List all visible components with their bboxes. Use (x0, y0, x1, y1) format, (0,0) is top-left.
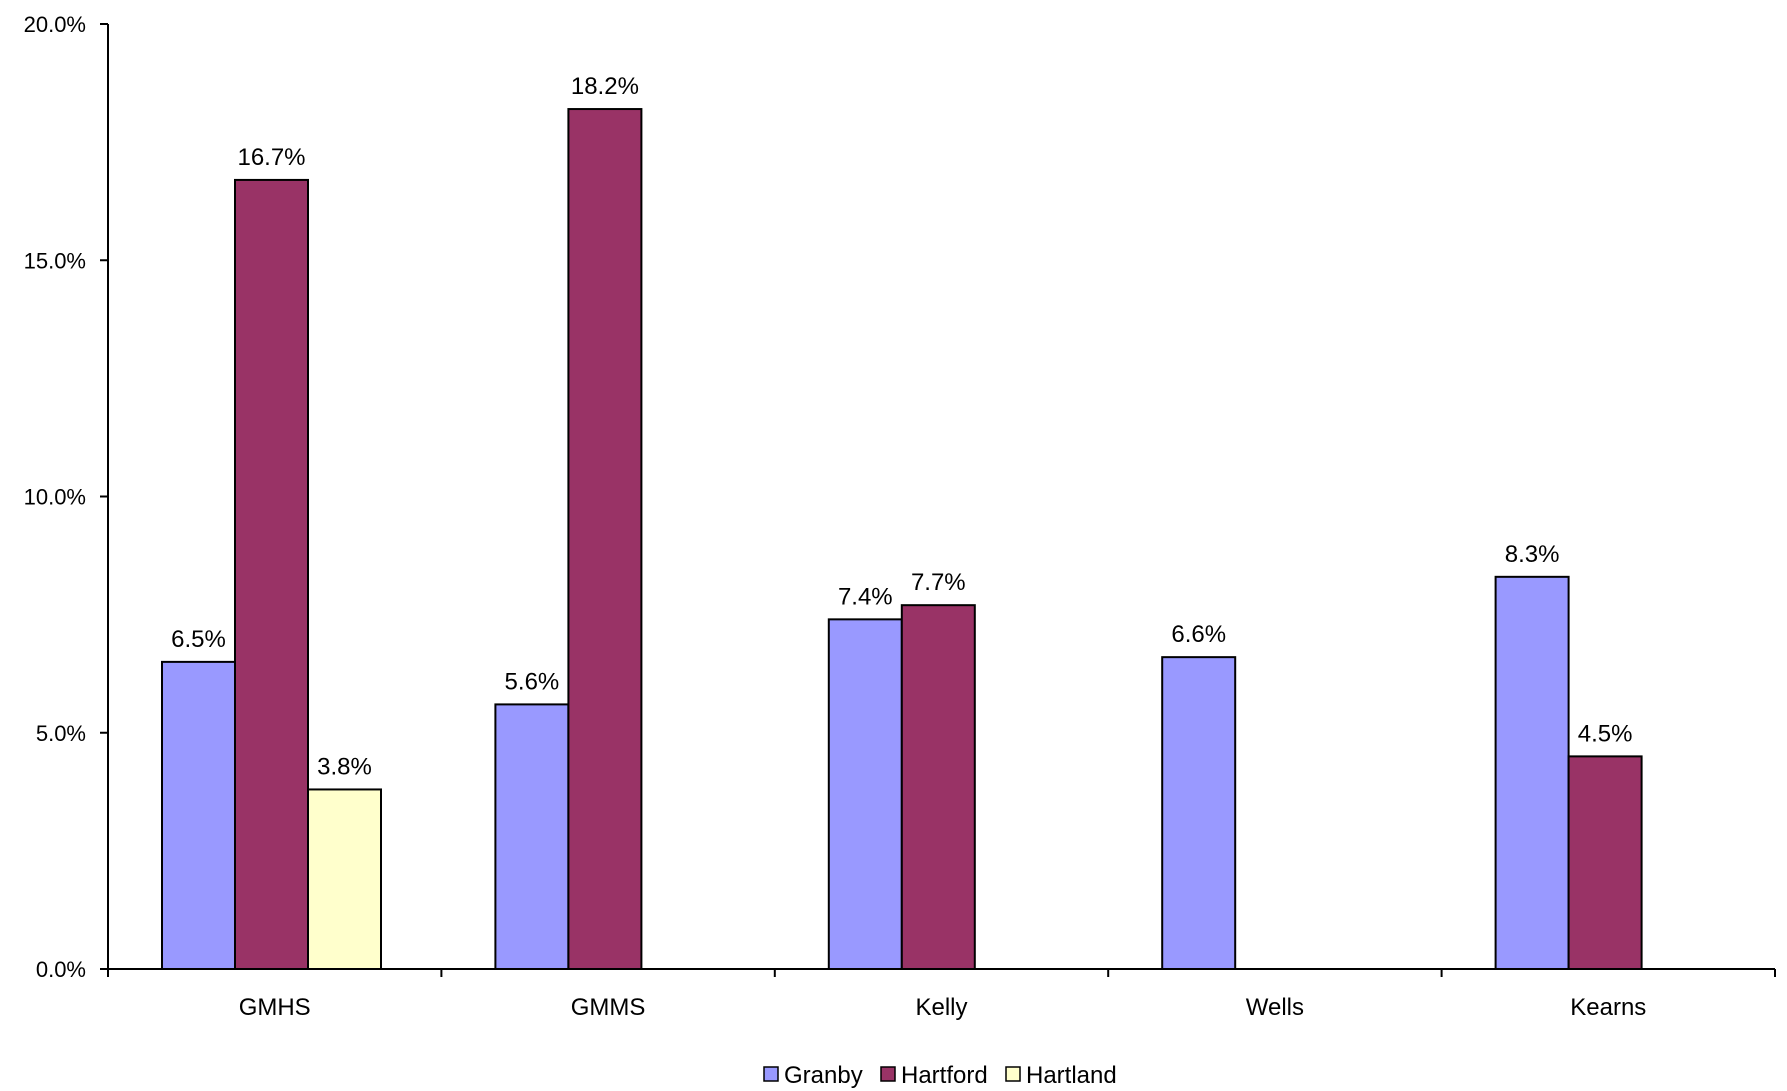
y-tick-label: 15.0% (24, 248, 86, 273)
y-tick-label: 5.0% (36, 721, 86, 746)
bar-granby-gmhs (161, 660, 236, 970)
data-label: 7.4% (838, 583, 893, 610)
bar-granby-gmms (494, 703, 570, 971)
legend-label-hartland: Hartland (1026, 1062, 1117, 1089)
legend-swatch-hartland (1005, 1066, 1021, 1082)
bar-hartland-gmhs (307, 788, 382, 971)
data-label: 7.7% (911, 569, 966, 596)
data-label: 6.5% (171, 626, 226, 653)
legend-swatch-hartford (880, 1066, 896, 1082)
x-tick-label: GMHS (239, 994, 311, 1021)
bar-granby-kelly (827, 618, 903, 970)
data-label: 5.6% (505, 668, 560, 695)
data-label: 6.6% (1171, 621, 1226, 648)
bar-hartford-gmhs (234, 178, 309, 971)
x-tick-label: Wells (1246, 994, 1304, 1021)
data-label: 8.3% (1505, 541, 1560, 568)
y-tick-label: 20.0% (24, 12, 86, 37)
plot-area: 6.5% 5.6% 7.4% 6.6% 8.3% 16.7% 18.2% 7.7% 4.5% 3.… (24, 12, 1776, 1021)
data-label: 4.5% (1578, 720, 1633, 747)
bar-hartford-gmms (567, 108, 643, 971)
legend: Granby Hartford Hartland (763, 1062, 1117, 1089)
x-tick-label: Kearns (1570, 994, 1646, 1021)
legend-label-granby: Granby (784, 1062, 863, 1089)
y-tick-label: 0.0% (36, 957, 86, 982)
x-tick-label: GMMS (571, 994, 646, 1021)
bar-hartford-kearns (1567, 755, 1643, 970)
bar-granby-wells (1161, 656, 1237, 971)
legend-label-hartford: Hartford (901, 1062, 988, 1089)
data-label: 16.7% (237, 144, 305, 171)
x-tick-label: Kelly (915, 994, 967, 1021)
data-label: 3.8% (317, 753, 372, 780)
legend-swatch-granby (763, 1066, 779, 1082)
bar-granby-kearns (1494, 575, 1570, 970)
y-tick-label: 10.0% (24, 485, 86, 510)
data-label: 18.2% (571, 73, 639, 100)
bar-hartford-kelly (900, 604, 976, 970)
